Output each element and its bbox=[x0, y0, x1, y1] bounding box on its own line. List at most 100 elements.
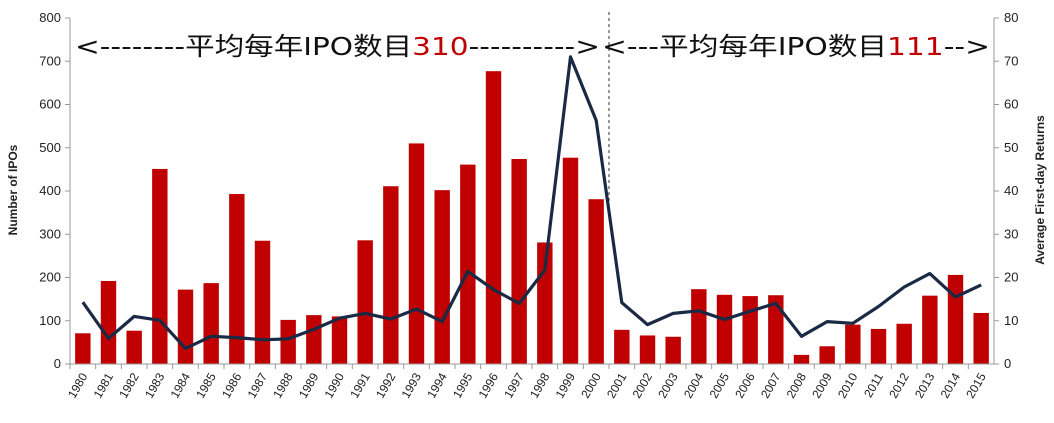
x-tick-label: 1984 bbox=[168, 370, 194, 400]
x-tick-label: 1986 bbox=[219, 370, 245, 400]
x-tick-label: 1987 bbox=[245, 370, 271, 400]
left-tick-label: 500 bbox=[39, 140, 61, 155]
x-tick-label: 1994 bbox=[424, 370, 450, 400]
ipo-bar bbox=[511, 158, 527, 364]
ipo-bar bbox=[716, 294, 733, 364]
right-tick-label: 10 bbox=[1004, 313, 1018, 328]
x-tick-label: 2009 bbox=[809, 370, 835, 400]
ipo-bar bbox=[280, 319, 296, 364]
ipo-bar bbox=[614, 329, 630, 364]
x-tick-label: 1996 bbox=[476, 370, 502, 400]
x-tick-label: 2003 bbox=[655, 370, 681, 400]
x-tick-label: 1993 bbox=[399, 370, 425, 400]
ipo-bar bbox=[306, 315, 322, 364]
x-axis-ticks: 1980 1981 1982 1983 1984 1985 1986 1987 1988 1989… bbox=[65, 364, 989, 401]
x-tick-label: 1985 bbox=[193, 370, 219, 400]
right-tick-label: 20 bbox=[1004, 270, 1018, 285]
ipo-bar bbox=[819, 346, 835, 364]
ipo-bar bbox=[922, 295, 938, 364]
x-tick-label: 2005 bbox=[707, 370, 733, 400]
ipo-bar bbox=[870, 328, 887, 364]
ipo-bar bbox=[126, 330, 142, 364]
x-tick-label: 2006 bbox=[732, 370, 758, 400]
right-tick-label: 30 bbox=[1004, 226, 1018, 241]
ipo-bar bbox=[947, 274, 964, 364]
annotation-left-prefix: <--------平均每年IPO数目 bbox=[75, 32, 412, 61]
ipo-bar bbox=[203, 283, 219, 364]
x-tick-label: 2014 bbox=[938, 370, 964, 400]
x-tick-label: 1999 bbox=[553, 370, 579, 400]
ipo-bar bbox=[691, 289, 707, 364]
x-tick-label: 1992 bbox=[373, 370, 399, 400]
ipo-bar bbox=[357, 240, 373, 364]
x-tick-label: 2013 bbox=[912, 370, 938, 400]
left-axis-title: Number of IPOs bbox=[6, 144, 20, 235]
x-tick-label: 1988 bbox=[270, 370, 296, 400]
x-tick-label: 1990 bbox=[322, 370, 348, 400]
x-tick-label: 1991 bbox=[347, 370, 373, 400]
returns-line bbox=[81, 55, 982, 350]
ipo-bar bbox=[665, 336, 681, 364]
ipo-bar bbox=[254, 240, 271, 364]
x-tick-label: 2011 bbox=[861, 370, 886, 400]
ipo-bar bbox=[562, 157, 579, 364]
left-tick-label: 200 bbox=[39, 270, 61, 285]
x-tick-label: 1980 bbox=[65, 370, 91, 400]
ipo-bar bbox=[793, 354, 810, 364]
left-tick-label: 100 bbox=[39, 313, 61, 328]
x-tick-label: 1998 bbox=[527, 370, 553, 400]
x-tick-label: 1981 bbox=[91, 370, 117, 400]
ipo-bar bbox=[639, 335, 656, 364]
ipo-bar bbox=[768, 295, 784, 364]
right-tick-label: 70 bbox=[1004, 53, 1018, 68]
x-tick-label: 1983 bbox=[142, 370, 168, 400]
right-tick-label: 80 bbox=[1004, 10, 1018, 25]
left-tick-label: 800 bbox=[39, 10, 61, 25]
bar-series bbox=[75, 71, 989, 364]
x-tick-label: 2010 bbox=[835, 370, 861, 400]
right-tick-label: 50 bbox=[1004, 140, 1018, 155]
annotation-right-number: 111 bbox=[887, 32, 944, 61]
left-tick-label: 300 bbox=[39, 226, 61, 241]
right-tick-label: 0 bbox=[1004, 356, 1011, 371]
annotation-left: <--------平均每年IPO数目 310 ----------> bbox=[75, 32, 600, 61]
ipo-bar bbox=[177, 289, 194, 364]
left-tick-label: 600 bbox=[39, 97, 61, 112]
ipo-bar bbox=[485, 71, 502, 364]
ipo-bar bbox=[229, 194, 245, 364]
right-tick-label: 40 bbox=[1004, 183, 1018, 198]
x-tick-label: 2007 bbox=[758, 370, 784, 400]
x-tick-label: 2012 bbox=[886, 370, 912, 400]
ipo-bar bbox=[434, 190, 450, 364]
x-tick-label: 1989 bbox=[296, 370, 322, 400]
x-tick-label: 2002 bbox=[630, 370, 656, 400]
ipo-bar bbox=[331, 316, 348, 364]
right-axis-title: Average First-day Returns bbox=[1033, 115, 1047, 265]
x-tick-label: 2001 bbox=[604, 370, 630, 400]
left-axis-ticks: 0 100 200 300 400 500 600 700 800 bbox=[39, 10, 70, 371]
annotation-right-suffix: --> bbox=[944, 32, 990, 61]
x-tick-label: 1997 bbox=[501, 370, 527, 400]
left-tick-label: 700 bbox=[39, 53, 61, 68]
x-tick-label: 2008 bbox=[784, 370, 810, 400]
left-tick-label: 400 bbox=[39, 183, 61, 198]
ipo-bar bbox=[588, 199, 604, 364]
ipo-bar bbox=[896, 323, 912, 364]
annotation-right: <---平均每年IPO数目 111 --> bbox=[602, 32, 990, 61]
x-tick-label: 1995 bbox=[450, 370, 476, 400]
ipo-bar bbox=[742, 296, 758, 364]
ipo-bar bbox=[100, 280, 117, 364]
ipo-bar bbox=[383, 186, 399, 364]
right-axis-ticks: 0 10 20 30 40 50 60 70 80 bbox=[994, 10, 1018, 371]
annotation-left-suffix: ----------> bbox=[469, 32, 600, 61]
x-tick-label: 2004 bbox=[681, 370, 707, 400]
x-tick-label: 2000 bbox=[578, 370, 604, 400]
ipo-bar bbox=[152, 168, 168, 364]
left-tick-label: 0 bbox=[54, 356, 61, 371]
ipo-bar bbox=[408, 143, 425, 364]
ipo-bar bbox=[75, 333, 91, 364]
ipo-bar bbox=[460, 164, 476, 364]
annotation-left-number: 310 bbox=[412, 32, 468, 61]
annotation-right-prefix: <---平均每年IPO数目 bbox=[602, 32, 887, 61]
